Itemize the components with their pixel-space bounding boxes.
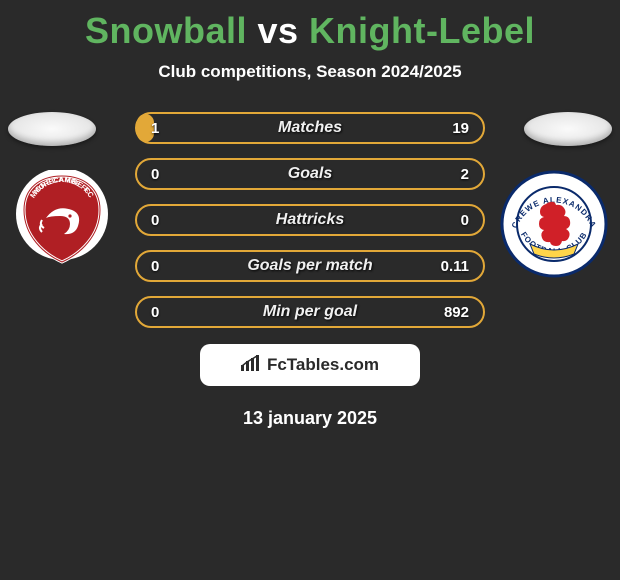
stat-left-value: 0 bbox=[151, 212, 159, 229]
morecambe-badge-icon: MORECAMBE FC MORECAMBE FC bbox=[12, 170, 112, 270]
subtitle: Club competitions, Season 2024/2025 bbox=[0, 62, 620, 82]
stat-right-value: 19 bbox=[452, 120, 469, 137]
team-badge-left: MORECAMBE FC MORECAMBE FC bbox=[12, 170, 112, 275]
stats-table: 1 Matches 19 0 Goals 2 0 Hattricks 0 0 Goals per m… bbox=[135, 112, 485, 328]
crewe-badge-icon: CREWE ALEXANDRA FOOTBALL CLUB bbox=[500, 170, 608, 278]
brand-badge: FcTables.com bbox=[200, 344, 420, 386]
date-label: 13 january 2025 bbox=[0, 408, 620, 429]
stat-left-value: 1 bbox=[151, 120, 159, 137]
page-title: Snowball vs Knight-Lebel bbox=[0, 0, 620, 52]
brand-text: FcTables.com bbox=[267, 355, 379, 375]
vs-separator: vs bbox=[257, 10, 298, 51]
stat-right-value: 0.11 bbox=[441, 258, 469, 275]
team-badge-right: CREWE ALEXANDRA FOOTBALL CLUB bbox=[500, 170, 608, 283]
player1-name: Snowball bbox=[85, 10, 247, 51]
stat-label: Goals bbox=[288, 165, 332, 183]
stat-row: 0 Goals 2 bbox=[135, 158, 485, 190]
stat-label: Matches bbox=[278, 119, 342, 137]
bars-icon bbox=[241, 355, 261, 376]
stat-left-value: 0 bbox=[151, 166, 159, 183]
stat-right-value: 2 bbox=[461, 166, 469, 183]
stat-label: Min per goal bbox=[263, 303, 357, 321]
content-area: MORECAMBE FC MORECAMBE FC CREWE ALEXANDR… bbox=[0, 112, 620, 429]
stat-left-value: 0 bbox=[151, 258, 159, 275]
pedestal-left bbox=[8, 112, 96, 146]
stat-row: 0 Hattricks 0 bbox=[135, 204, 485, 236]
stat-right-value: 0 bbox=[461, 212, 469, 229]
stat-right-value: 892 bbox=[444, 304, 469, 321]
stat-row: 1 Matches 19 bbox=[135, 112, 485, 144]
stat-left-value: 0 bbox=[151, 304, 159, 321]
stat-row: 0 Min per goal 892 bbox=[135, 296, 485, 328]
stat-label: Goals per match bbox=[247, 257, 372, 275]
player2-name: Knight-Lebel bbox=[309, 10, 535, 51]
pedestal-right bbox=[524, 112, 612, 146]
stat-row: 0 Goals per match 0.11 bbox=[135, 250, 485, 282]
stat-label: Hattricks bbox=[276, 211, 344, 229]
